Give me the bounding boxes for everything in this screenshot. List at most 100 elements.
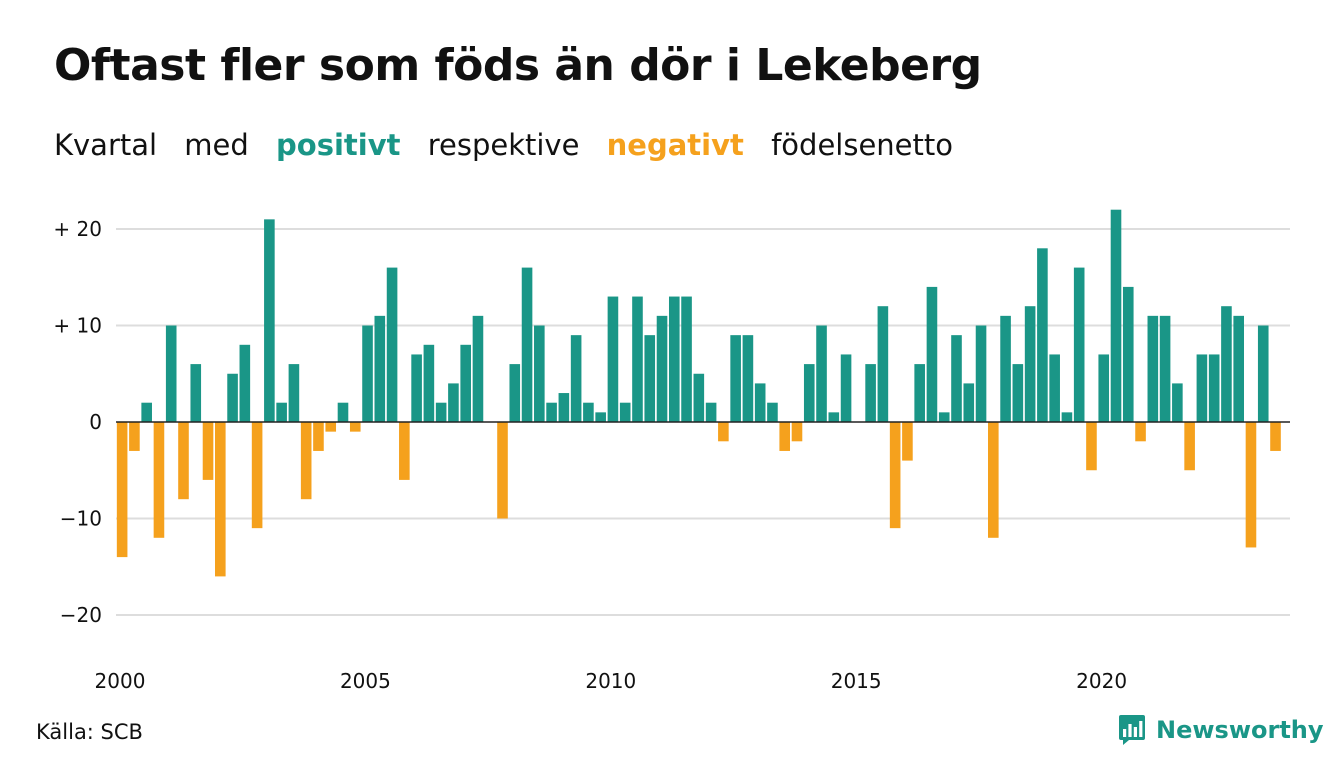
bar-negative bbox=[718, 422, 729, 442]
bar-positive bbox=[534, 325, 545, 422]
bar-positive bbox=[1061, 412, 1073, 422]
subtitle-word-respektive: respektive bbox=[427, 128, 580, 162]
y-tick-label: −10 bbox=[60, 507, 102, 531]
bar-negative bbox=[313, 422, 324, 451]
bar-positive bbox=[742, 335, 754, 422]
bar-negative bbox=[178, 422, 189, 500]
bar-positive bbox=[877, 306, 889, 422]
bar-positive bbox=[926, 286, 938, 422]
bar-negative bbox=[902, 422, 913, 461]
bar-positive bbox=[558, 393, 570, 422]
bar-positive bbox=[951, 335, 962, 422]
newsworthy-logo-icon bbox=[1119, 715, 1145, 745]
bar-positive bbox=[816, 325, 827, 422]
y-tick-label: + 10 bbox=[53, 314, 102, 338]
bar-negative bbox=[116, 422, 128, 558]
bar-positive bbox=[448, 383, 459, 422]
bar-positive bbox=[509, 364, 521, 422]
bar-positive bbox=[1159, 315, 1171, 422]
bar-positive bbox=[1012, 364, 1024, 422]
bar-negative bbox=[1135, 422, 1146, 442]
bar-positive bbox=[730, 335, 741, 422]
bar-positive bbox=[288, 364, 300, 422]
bar-negative bbox=[1184, 422, 1195, 471]
bar-positive bbox=[411, 354, 422, 422]
bar-positive bbox=[337, 402, 349, 422]
brand-name: Newsworthy bbox=[1156, 716, 1324, 744]
chart-subtitle: Kvartal med positivt respektive negativt… bbox=[54, 128, 971, 162]
bar-positive bbox=[1073, 267, 1085, 422]
bar-positive bbox=[619, 402, 631, 422]
bar-positive bbox=[595, 412, 606, 422]
bar-positive bbox=[914, 364, 925, 422]
bar-positive bbox=[1257, 325, 1269, 422]
bar-negative bbox=[399, 422, 410, 480]
bar-negative bbox=[202, 422, 214, 480]
bar-positive bbox=[693, 373, 705, 422]
bar-positive bbox=[1037, 248, 1048, 422]
bar-positive bbox=[1221, 306, 1232, 422]
bar-positive bbox=[1098, 354, 1110, 422]
bar-negative bbox=[325, 422, 337, 432]
bar-positive bbox=[165, 325, 177, 422]
bar-positive bbox=[1049, 354, 1060, 422]
bar-positive bbox=[1233, 315, 1244, 422]
subtitle-word-kvartal: Kvartal bbox=[54, 128, 158, 162]
chart-title: Oftast fler som föds än dör i Lekeberg bbox=[54, 40, 982, 91]
bar-positive bbox=[938, 412, 950, 422]
bar-negative bbox=[1270, 422, 1281, 451]
bar-negative bbox=[779, 422, 791, 451]
bar-positive bbox=[840, 354, 852, 422]
y-tick-label: −20 bbox=[60, 603, 102, 627]
bar-positive bbox=[460, 344, 471, 422]
y-tick-label: 0 bbox=[89, 410, 102, 434]
subtitle-positive-label: positivt bbox=[276, 128, 401, 162]
bar-negative bbox=[300, 422, 312, 500]
bar-positive bbox=[1122, 286, 1134, 422]
x-tick-label: 2015 bbox=[831, 669, 882, 693]
bar-positive bbox=[632, 296, 643, 422]
bar-positive bbox=[472, 315, 484, 422]
x-tick-label: 2020 bbox=[1076, 669, 1127, 693]
bar-positive bbox=[1172, 383, 1183, 422]
bar-positive bbox=[374, 315, 386, 422]
bar-positive bbox=[963, 383, 975, 422]
bar-positive bbox=[1000, 315, 1011, 422]
bar-negative bbox=[889, 422, 901, 529]
bar-negative bbox=[988, 422, 999, 538]
bar-positive bbox=[190, 364, 202, 422]
bar-negative bbox=[251, 422, 263, 529]
bar-positive bbox=[975, 325, 987, 422]
bar-positive bbox=[583, 402, 594, 422]
bar-positive bbox=[141, 402, 152, 422]
bar-negative bbox=[1245, 422, 1257, 548]
bar-positive bbox=[239, 344, 251, 422]
x-tick-label: 2005 bbox=[340, 669, 391, 693]
bar-positive bbox=[1208, 354, 1220, 422]
bar-negative bbox=[497, 422, 508, 519]
bar-positive bbox=[668, 296, 680, 422]
subtitle-word-fodelsenetto: födelsenetto bbox=[771, 128, 953, 162]
y-tick-label: + 20 bbox=[53, 217, 102, 241]
bar-positive bbox=[1196, 354, 1208, 422]
bar-positive bbox=[1024, 306, 1036, 422]
bar-positive bbox=[1110, 209, 1122, 422]
bar-positive bbox=[1147, 315, 1159, 422]
bar-positive bbox=[754, 383, 766, 422]
bar-positive bbox=[607, 296, 619, 422]
bar-positive bbox=[362, 325, 373, 422]
bar-positive bbox=[276, 402, 287, 422]
bar-positive bbox=[767, 402, 778, 422]
bar-positive bbox=[227, 373, 238, 422]
x-tick-label: 2000 bbox=[95, 669, 146, 693]
bar-positive bbox=[423, 344, 435, 422]
subtitle-negative-label: negativt bbox=[606, 128, 744, 162]
brand: Newsworthy bbox=[1118, 714, 1324, 746]
bar-positive bbox=[521, 267, 533, 422]
bar-positive bbox=[644, 335, 656, 422]
bar-negative bbox=[215, 422, 226, 577]
subtitle-word-med: med bbox=[184, 128, 249, 162]
bar-negative bbox=[349, 422, 361, 432]
x-tick-label: 2010 bbox=[585, 669, 636, 693]
